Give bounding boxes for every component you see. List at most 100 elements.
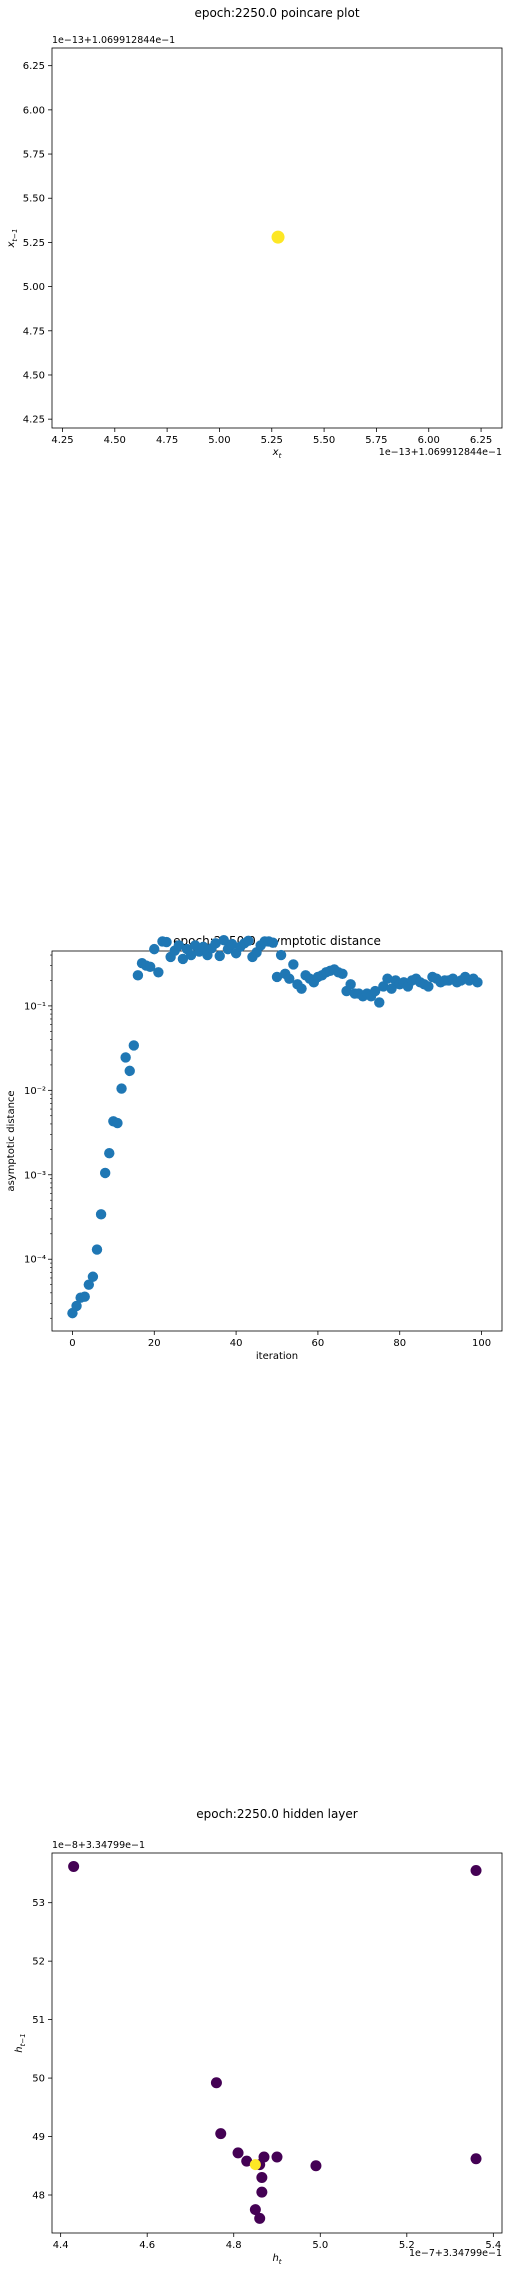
chart2-point (153, 967, 164, 978)
chart3-point (68, 1860, 80, 1872)
chart3-point (310, 2160, 322, 2172)
chart3-y-tick-label: 51 (32, 2015, 45, 2026)
chart3-point (232, 2147, 244, 2159)
chart2-point (271, 971, 283, 983)
chart2-point (345, 979, 356, 990)
chart1-y-axis-label: xt−1 (6, 229, 19, 249)
chart3-point (254, 2212, 266, 2224)
chart2-x-tick-label: 40 (230, 1338, 243, 1349)
chart2-x-tick-label: 60 (312, 1338, 325, 1349)
chart3-y-tick-label: 49 (32, 2132, 45, 2143)
chart3-y-tick-label: 48 (32, 2191, 45, 2202)
chart2-x-tick-label: 20 (148, 1338, 161, 1349)
chart2-point (132, 970, 144, 981)
chart3-x-tick-label: 4.4 (53, 2240, 69, 2251)
chart2-x-axis-label: iteration (256, 1351, 298, 1362)
chart2-point (296, 983, 307, 994)
chart1-x-tick-label: 6.00 (418, 435, 440, 446)
chart2-point (112, 1117, 123, 1129)
chart3-x-offset-text: 1e−7+3.34799e−1 (409, 2248, 502, 2259)
chart2-point (288, 959, 299, 970)
chart2-point (79, 1291, 90, 1302)
chart2-y-axis-label: asymptotic distance (6, 1090, 17, 1191)
chart1-y-tick-label: 6.25 (23, 61, 45, 72)
chart2-point (198, 941, 209, 953)
chart2-y-tick-label: 10⁻¹ (24, 1001, 46, 1012)
chart3-x-axis-label: ht (272, 2253, 281, 2266)
chart2-point (161, 936, 172, 948)
chart1-x-tick-label: 4.75 (156, 435, 178, 446)
chart2-point (116, 1083, 127, 1094)
chart1-x-axis-label: xt (272, 447, 282, 460)
chart2-point (87, 1271, 99, 1282)
chart1-x-tick-label: 5.50 (313, 435, 335, 446)
chart1-y-offset-text: 1e−13+1.069912844e−1 (52, 35, 175, 46)
chart2-point (378, 981, 389, 992)
chart2-x-tick-label: 0 (69, 1338, 75, 1349)
chart2-point (284, 973, 295, 984)
chart1-title: epoch:2250.0 poincare plot (194, 6, 359, 20)
chart3-point (256, 2171, 268, 2183)
chart1-point (271, 230, 285, 244)
chart3-y-tick-label: 53 (32, 1898, 45, 1909)
chart2-point (173, 940, 185, 951)
chart2-point (472, 977, 483, 988)
chart3-point (241, 2155, 253, 2167)
chart2-point (185, 949, 197, 961)
chart2-point (91, 1244, 103, 1255)
chart2-point (337, 968, 348, 979)
chart2-point (382, 973, 393, 984)
chart2-point (120, 1052, 131, 1063)
chart3-x-tick-label: 4.8 (226, 2240, 242, 2251)
chart1-x-tick-label: 4.25 (51, 435, 73, 446)
chart1-y-tick-label: 5.50 (23, 194, 45, 205)
chart3-point (256, 2186, 268, 2198)
chart2-point (71, 1300, 82, 1312)
chart1-x-tick-label: 4.50 (104, 435, 126, 446)
chart2-point (386, 983, 397, 994)
chart2-point (144, 961, 156, 973)
chart1-y-tick-label: 6.00 (23, 105, 45, 116)
chart2-point (226, 938, 238, 950)
chart3-title: epoch:2250.0 hidden layer (196, 1807, 358, 1821)
chart3-point (215, 2128, 227, 2140)
chart3-point-final (249, 2159, 261, 2171)
chart3-point (271, 2151, 283, 2163)
chart3-point (210, 2077, 222, 2089)
chart3-x-tick-label: 5.4 (485, 2240, 501, 2251)
chart1-x-tick-label: 6.25 (470, 435, 492, 446)
chart1-y-tick-label: 5.25 (23, 238, 45, 249)
chart2-point (210, 938, 221, 949)
chart3-plot-frame (51, 1852, 503, 2234)
chart2-y-tick-label: 10⁻⁴ (24, 1255, 46, 1266)
chart3-y-offset-text: 1e−8+3.34799e−1 (52, 1840, 145, 1851)
chart1-y-tick-label: 4.50 (23, 370, 45, 381)
chart2-y-tick-label: 10⁻³ (24, 1170, 46, 1181)
chart2-point (149, 943, 160, 955)
chart1-y-tick-label: 4.75 (23, 326, 45, 337)
chart2-point (177, 953, 189, 965)
chart2-x-tick-label: 80 (393, 1338, 406, 1349)
chart2-point (104, 1148, 115, 1159)
chart3-x-tick-label: 5.0 (312, 2240, 328, 2251)
chart2-point (374, 997, 385, 1008)
chart3-point (258, 2151, 270, 2163)
chart3-point (470, 2153, 482, 2165)
chart2-point (369, 985, 381, 997)
chart2-point (128, 1040, 140, 1051)
chart3-point (470, 1865, 482, 1877)
chart2-point (99, 1167, 111, 1179)
chart3-y-axis-label: ht−1 (14, 2033, 27, 2052)
chart1-y-tick-label: 5.75 (23, 150, 45, 161)
chart2-point (214, 950, 225, 962)
chart1-x-offset-text: 1e−13+1.069912844e−1 (379, 447, 502, 458)
chart2-plot-frame (51, 950, 503, 1332)
chart3-x-tick-label: 4.6 (139, 2240, 155, 2251)
chart3-x-tick-label: 5.2 (399, 2240, 415, 2251)
chart2-x-tick-label: 100 (472, 1338, 491, 1349)
chart2-point (243, 935, 254, 946)
chart3-point (249, 2204, 261, 2216)
chart1-plot-frame (51, 47, 503, 429)
chart2-y-tick-label: 10⁻² (24, 1086, 46, 1097)
